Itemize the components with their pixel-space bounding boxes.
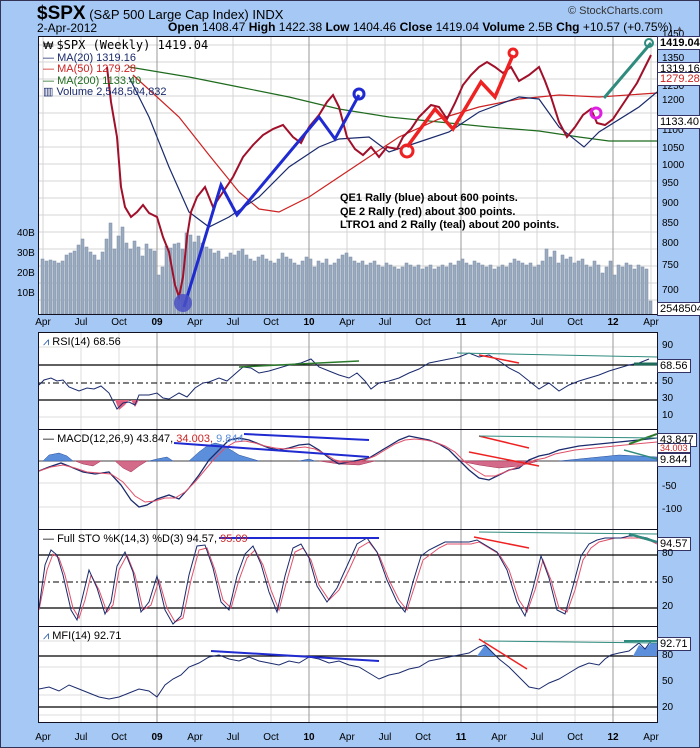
rsi-trendline-teal xyxy=(456,352,657,358)
macd-trendline-red-2 xyxy=(468,451,540,467)
chg-value: +10.57 (+0.75%) xyxy=(582,20,673,34)
macd-title: — MACD(12,26,9) 43.847, 34.003, 9.844 xyxy=(43,433,244,445)
high-label: High xyxy=(248,20,276,34)
sto-trendline-red xyxy=(473,536,530,549)
low-label: Low xyxy=(325,20,350,34)
ltro-low-marker xyxy=(589,106,603,120)
rsi-plot xyxy=(39,333,657,429)
volume-value: 2.5B xyxy=(528,20,553,34)
mfi-trendline-teal xyxy=(483,640,657,644)
mfi-icon: ⩘ xyxy=(43,630,53,642)
sto-d-line xyxy=(39,537,657,623)
macd-trendline-teal-2 xyxy=(623,449,657,460)
volume-tag: 2548504 xyxy=(657,302,700,316)
rsi-line xyxy=(39,352,650,410)
sto-trendline-teal-2 xyxy=(628,532,657,544)
macd-trendline-teal-1 xyxy=(478,435,657,439)
ma50-line xyxy=(132,74,657,213)
mfi-trendline-red xyxy=(478,638,528,670)
ma200-tag: 1133.40 xyxy=(657,115,700,129)
qe1-low-marker xyxy=(174,294,192,312)
rsi-tag: 68.56 xyxy=(657,359,691,373)
legend-ma200: — MA(200) 1133.40 xyxy=(43,74,142,87)
up-triangle-icon: ▲ xyxy=(675,24,684,33)
candlestick-icon: ₩ xyxy=(43,40,57,52)
mfi-line xyxy=(39,640,657,700)
macd-trendline-blue-2 xyxy=(173,442,370,458)
macd-trendline-red-1 xyxy=(478,435,530,449)
chart-title: $SPX (S&P 500 Large Cap Index) INDX xyxy=(37,3,283,25)
symbol: $SPX xyxy=(37,3,86,24)
volume-label: Volume xyxy=(482,20,525,34)
sto-k-line xyxy=(39,535,657,625)
ltro-rally-line xyxy=(602,42,653,99)
close-label: Close xyxy=(399,20,433,34)
volume-bars xyxy=(40,222,653,314)
macd-panel: — MACD(12,26,9) 43.847, 34.003, 9.844 xyxy=(38,429,658,530)
close-value: 1419.04 xyxy=(435,20,479,34)
mfi-panel: ⩘ MFI(14) 92.71 xyxy=(38,626,658,723)
ohlc-bar: Open 1408.47 High 1422.38 Low 1404.46 Cl… xyxy=(168,20,684,34)
symbol-name: (S&P 500 Large Cap Index) xyxy=(89,7,249,22)
chg-label: Chg xyxy=(556,20,580,34)
qe2-low-marker xyxy=(399,143,415,159)
mfi-plot xyxy=(39,627,657,722)
sto-tag: 94.57 xyxy=(657,537,691,551)
sto-panel: — Full STO %K(14,3) %D(3) 94.57, 95.09 xyxy=(38,529,658,627)
price-line xyxy=(106,54,652,301)
ma50-tag: 1279.28 xyxy=(657,72,700,86)
qe1-rally-line xyxy=(182,94,361,308)
x-axis-top: Apr Jul Oct 09 Apr Jul Oct 10 Apr Jul Oc… xyxy=(35,317,659,328)
rsi-icon: ⩘ xyxy=(43,336,53,348)
macd-trendline-green xyxy=(628,433,657,445)
mfi-tag: 92.71 xyxy=(657,637,691,651)
mfi-title: ⩘ MFI(14) 92.71 xyxy=(43,630,122,642)
macd-plot xyxy=(39,430,657,529)
qe2-rally-line xyxy=(405,54,515,149)
ma200-line xyxy=(128,66,657,142)
exchange: INDX xyxy=(252,7,284,22)
macd-line xyxy=(39,435,657,508)
legend-price: ₩ $SPX (Weekly) 1419.04 xyxy=(43,38,209,52)
qe1-high-marker xyxy=(352,87,366,101)
macd-histogram-tag: 9.844 xyxy=(657,453,691,467)
x-axis-bottom: Apr Jul Oct 09 Apr Jul Oct 10 Apr Jul Oc… xyxy=(35,732,659,743)
low-value: 1404.46 xyxy=(352,20,397,34)
price-panel: ₩ $SPX (Weekly) 1419.04 — MA(20) 1319.16… xyxy=(38,36,658,315)
macd-signal-line xyxy=(39,438,657,503)
rsi-trendline-green-1 xyxy=(238,360,360,368)
rsi-panel: ⩘ RSI(14) 68.56 xyxy=(38,332,658,430)
close-price-tag: 1419.04 xyxy=(657,36,700,50)
qe2-high-marker xyxy=(507,47,519,59)
credit: © StockCharts.com xyxy=(568,5,663,17)
price-plot xyxy=(39,37,657,314)
price-legend: ₩ $SPX (Weekly) 1419.04 — MA(20) 1319.16… xyxy=(43,38,209,99)
chart-date: 2-Apr-2012 xyxy=(37,21,98,35)
legend-ma50: — MA(50) 1279.28 xyxy=(43,63,136,75)
ltro-high-marker xyxy=(644,38,654,48)
legend-volume: ▥ Volume 2,548,504,832 xyxy=(43,86,167,98)
open-value: 1408.47 xyxy=(202,20,246,34)
rsi-trendline-red xyxy=(478,354,520,364)
rally-annotation: QE1 Rally (blue) about 600 points. QE 2 … xyxy=(340,192,560,231)
macd-trendline-blue-1 xyxy=(243,433,370,441)
macd-signal-tag: 34.003 xyxy=(657,443,691,453)
volume-bars-icon: ▥ xyxy=(43,86,57,98)
sto-trendline-teal xyxy=(478,531,657,535)
mfi-trendline-blue xyxy=(210,650,380,662)
sto-plot xyxy=(39,530,657,626)
macd-histogram-neg xyxy=(74,460,540,473)
sto-title: — Full STO %K(14,3) %D(3) 94.57, 95.09 xyxy=(43,533,248,545)
high-value: 1422.38 xyxy=(278,20,323,34)
ma20-line xyxy=(128,76,657,228)
rsi-title: ⩘ RSI(14) 68.56 xyxy=(43,336,121,348)
open-label: Open xyxy=(168,20,199,34)
legend-ma20: — MA(20) 1319.16 xyxy=(43,51,136,64)
